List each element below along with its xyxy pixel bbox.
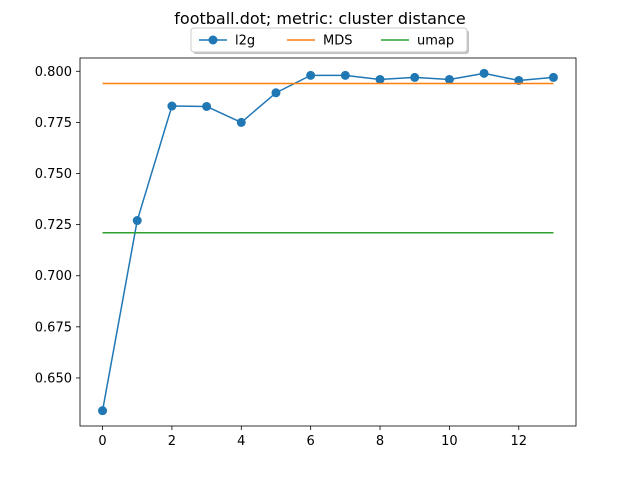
axes-frame [79, 57, 577, 427]
y-tick-label: 0.725 [35, 218, 72, 233]
y-tick-label: 0.775 [35, 116, 72, 131]
x-tick-label: 12 [510, 434, 527, 449]
data-point-l2g-13 [548, 72, 558, 82]
data-point-l2g-11 [479, 68, 489, 78]
series-line-l2g [101, 72, 554, 411]
legend-label-umap: umap [417, 34, 454, 49]
data-point-l2g-10 [444, 74, 454, 84]
series-layer [98, 68, 558, 416]
legend: l2g MDS umap [190, 27, 469, 54]
x-tick-label: 0 [98, 434, 106, 449]
y-tick-label: 0.800 [35, 65, 72, 80]
data-point-l2g-4 [236, 117, 246, 127]
y-tick-label: 0.650 [35, 371, 72, 386]
y-tick-label: 0.700 [35, 269, 72, 284]
legend-box [190, 27, 468, 53]
x-tick-label: 6 [307, 434, 315, 449]
x-tick-label: 2 [168, 434, 176, 449]
y-tick-label: 0.750 [35, 167, 72, 182]
x-tick-label: 8 [376, 434, 384, 449]
x-tick-label: 10 [441, 434, 458, 449]
y-tick-label: 0.675 [35, 320, 72, 335]
plot-area [80, 58, 576, 426]
data-point-l2g-9 [410, 72, 420, 82]
data-point-l2g-3 [202, 101, 212, 111]
plot-background [80, 58, 576, 426]
legend-marker-l2g [208, 35, 218, 45]
data-point-l2g-6 [306, 70, 316, 80]
chart-title: football.dot; metric: cluster distance [174, 9, 465, 28]
data-point-l2g-12 [514, 75, 524, 85]
data-point-l2g-1 [132, 216, 142, 226]
data-point-l2g-0 [98, 406, 108, 416]
data-point-l2g-8 [375, 74, 385, 84]
x-tick-label: 4 [237, 434, 245, 449]
axes-layer: 0 2 4 6 8 10 12 0.650 0.675 0.700 0.725 0.750 0.775 0… [35, 57, 577, 449]
legend-label-mds: MDS [323, 34, 352, 49]
legend-label-l2g: l2g [235, 34, 255, 49]
data-point-l2g-7 [340, 70, 350, 80]
data-point-l2g-5 [271, 88, 281, 98]
data-point-l2g-2 [167, 101, 177, 111]
